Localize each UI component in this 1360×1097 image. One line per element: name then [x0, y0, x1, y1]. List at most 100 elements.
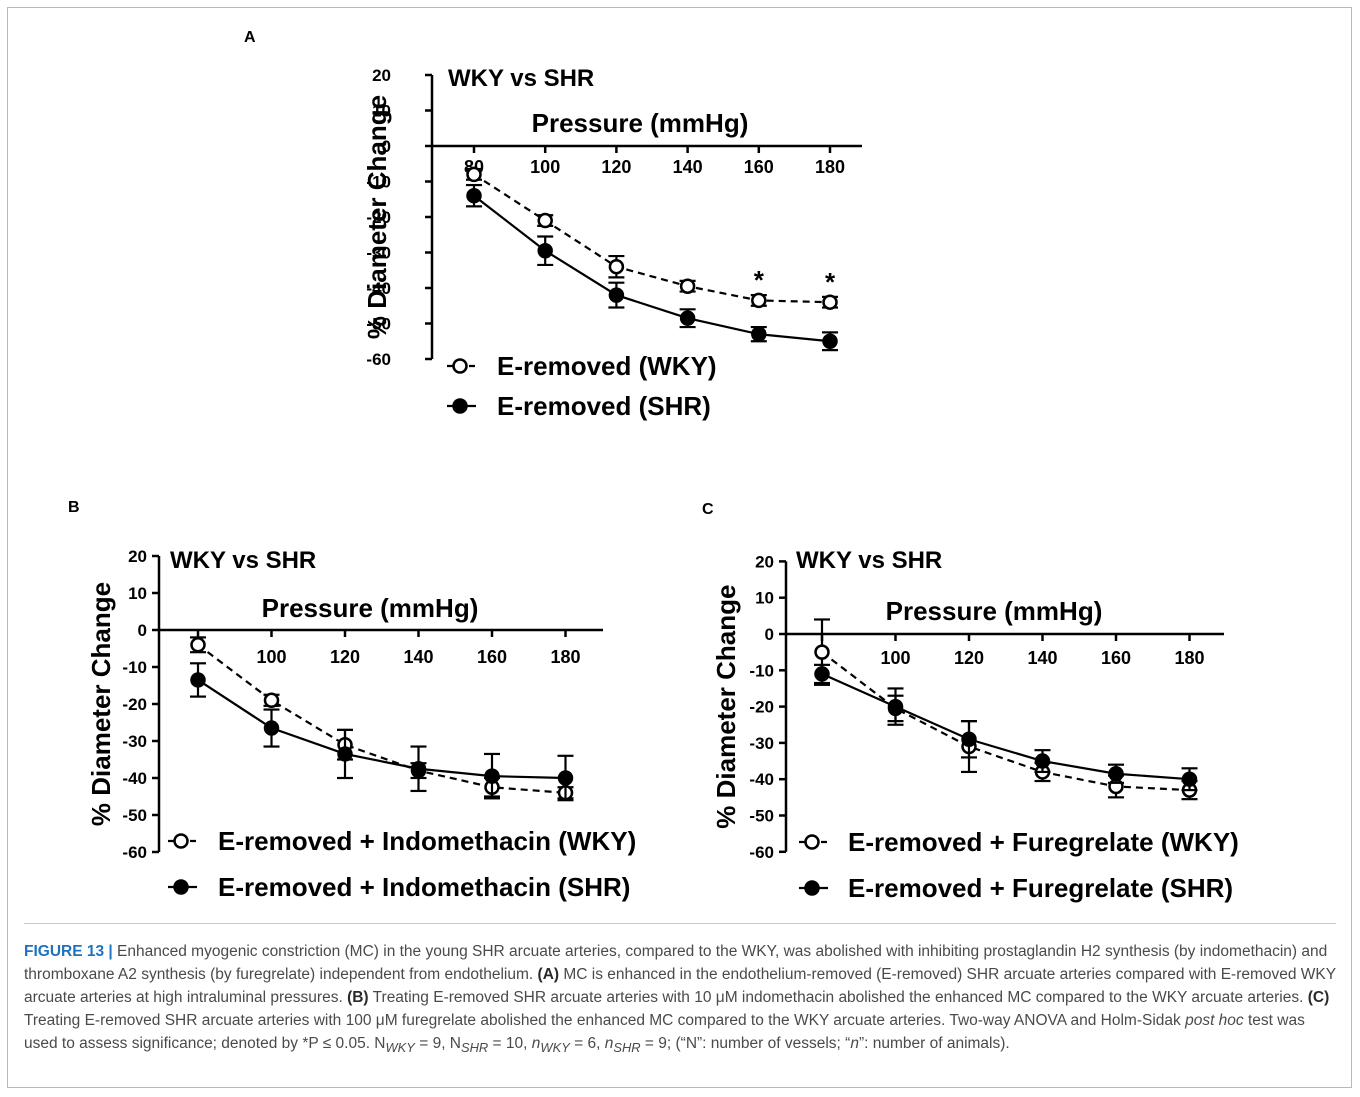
chart-c-x-tick-label: 160 [1101, 648, 1131, 668]
chart-c-x-tick-label: 120 [954, 648, 984, 668]
chart-b-series-2-point [557, 770, 574, 786]
chart-a-legend-marker-1 [452, 358, 468, 374]
chart-a-legend-label-2: E-removed (SHR) [497, 391, 711, 421]
chart-a-x-tick-label: 120 [601, 157, 631, 177]
chart-a-x-tick-label: 160 [744, 157, 774, 177]
chart-c-series-1-point [814, 644, 830, 660]
chart-b-series-2-point [484, 768, 500, 784]
panel-letter-b: B [68, 499, 80, 516]
chart-b-series-1-point [263, 692, 280, 709]
chart-a-y-tick-label: -40 [366, 279, 391, 298]
chart-c-y-tick-label: -30 [749, 734, 774, 753]
chart-b-x-tick-label: 160 [477, 647, 507, 667]
chart-a-series-2-point [822, 333, 838, 349]
caption-n1-sub: WKY [385, 1040, 415, 1056]
chart-a-series-2-point [608, 287, 625, 303]
chart-a-series-2-point [679, 310, 696, 326]
chart-c-x-tick-label: 180 [1174, 648, 1204, 668]
chart-a-series-1-point [608, 258, 625, 275]
chart-b-legend-label-2: E-removed + Indomethacin (SHR) [218, 872, 630, 902]
chart-c-series-2-point [961, 731, 977, 748]
chart-a-y-tick-label: -50 [366, 315, 391, 334]
chart-a-y-tick-label: 20 [372, 66, 391, 85]
chart-c-y-tick-label: 10 [755, 589, 774, 608]
chart-b-series-2-point [190, 672, 206, 688]
chart-b-series-1-point [190, 637, 206, 653]
chart-b-y-tick-label: 20 [128, 547, 147, 566]
chart-c-series-2-point [814, 666, 830, 682]
panel-letter-c: C [702, 501, 714, 518]
caption-c-tag: (C) [1307, 989, 1330, 1006]
chart-b-legend-marker-2 [173, 879, 189, 895]
chart-c-y-tick-label: -50 [749, 807, 774, 826]
chart-b-x-tick-label: 180 [550, 647, 580, 667]
chart-c-legend-marker-1 [804, 834, 820, 850]
chart-a-x-tick-label: 180 [815, 157, 845, 177]
chart-b-x-tick-label: 100 [256, 647, 286, 667]
caption-n2-val: = 10, [488, 1035, 532, 1052]
chart-b-y-tick-label: 10 [128, 584, 147, 603]
chart-c-x-axis-title: Pressure (mmHg) [886, 596, 1103, 626]
chart-c-series-2-point [1181, 771, 1198, 787]
chart-c-series-2-point [1034, 753, 1051, 769]
chart-c-series-1-line [821, 651, 1190, 792]
caption-c-text2: test was used to assess significance; de… [24, 1012, 1305, 1052]
chart-a-series-1-point [679, 278, 696, 294]
chart-c-y-tick-label: 20 [755, 552, 774, 571]
chart-c-x-tick-label: 140 [1027, 648, 1057, 668]
chart-b-series-2-point [263, 720, 280, 736]
caption-n5: n [850, 1035, 859, 1052]
figure-frame [7, 7, 1352, 1088]
chart-c-series-2-point [1108, 766, 1124, 782]
figure-caption: FIGURE 13 | Enhanced myogenic constricti… [24, 940, 1336, 1059]
chart-a-series-1-line [473, 173, 831, 304]
chart-a-legend-label-1: E-removed (WKY) [497, 351, 717, 381]
chart-c-legend-label-1: E-removed + Furegrelate (WKY) [848, 827, 1239, 857]
chart-a-series-2-point [537, 242, 553, 259]
chart-b-y-axis-title: % Diameter Change [86, 582, 116, 826]
chart-b-y-tick-label: -60 [122, 843, 147, 862]
chart-c-y-tick-label: -60 [749, 843, 774, 862]
caption-n3-val: = 6, [569, 1035, 605, 1052]
caption-divider [24, 923, 1336, 924]
chart-c-y-tick-label: -40 [749, 770, 774, 789]
chart-a-y-tick-label: 10 [372, 102, 391, 121]
chart-b-x-tick-label: 120 [330, 647, 360, 667]
chart-a-x-tick-label: 100 [530, 157, 560, 177]
caption-c-text: Treating E-removed SHR arcuate arteries … [24, 1012, 1186, 1029]
chart-b-series-2-point [337, 746, 353, 762]
panel-letter-a: A [244, 29, 256, 46]
chart-a-y-tick-label: -20 [366, 208, 391, 227]
caption-n4-sub: SHR [613, 1040, 641, 1056]
chart-a-significance-star: * [754, 265, 765, 295]
caption-a-text: MC is enhanced in the endothelium-remove… [24, 966, 1336, 1006]
chart-a-x-tick-label: 140 [673, 157, 703, 177]
chart-a-series-2-point [466, 187, 482, 204]
chart-c-y-axis-title: % Diameter Change [711, 585, 741, 829]
chart-b-y-tick-label: -20 [122, 695, 147, 714]
chart-a-y-tick-label: -10 [366, 173, 391, 192]
chart-b-legend-marker-1 [173, 833, 189, 849]
chart-b-x-tick-label: 140 [403, 647, 433, 667]
chart-a-title: WKY vs SHR [448, 65, 594, 92]
chart-c-y-tick-label: -10 [749, 661, 774, 680]
chart-a-y-tick-label: -60 [366, 350, 391, 369]
chart-c-title: WKY vs SHR [796, 547, 942, 574]
caption-b-tag: (B) [347, 989, 369, 1006]
chart-a-series-2-line [473, 194, 831, 343]
chart-c-legend-label-2: E-removed + Furegrelate (SHR) [848, 873, 1233, 903]
chart-c-x-tick-label: 100 [880, 648, 910, 668]
chart-a-series-2-point [751, 326, 767, 342]
chart-b-y-tick-label: -50 [122, 806, 147, 825]
chart-b-series-2-point [410, 761, 427, 777]
chart-a-series-1-point [466, 166, 482, 183]
caption-sig: *P ≤ 0.05. N [302, 1035, 386, 1052]
chart-a-y-tick-label: 0 [382, 137, 391, 156]
chart-c-series-2-line [821, 672, 1190, 781]
chart-c-y-tick-label: -20 [749, 698, 774, 717]
chart-a-legend-marker-2 [452, 398, 468, 414]
chart-c-y-tick-label: 0 [765, 625, 774, 644]
